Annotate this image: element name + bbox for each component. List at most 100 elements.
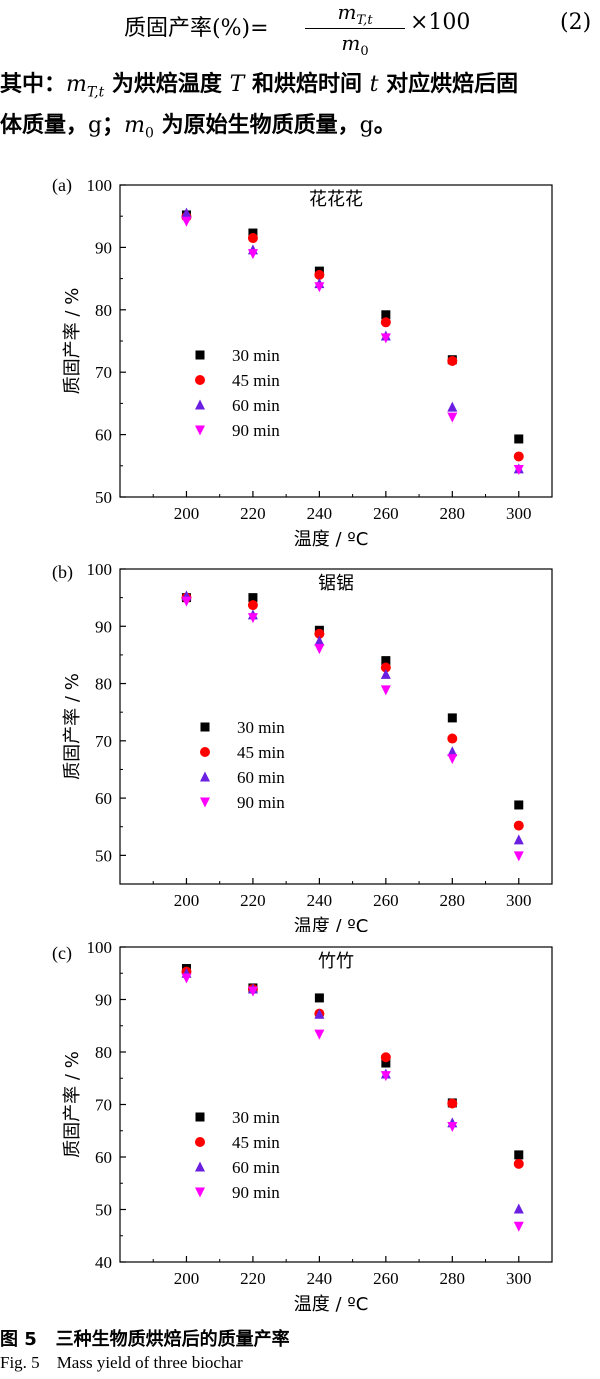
data-point-circle [380, 317, 391, 328]
y-tick-label: 100 [87, 176, 113, 195]
data-point-triangle-down [247, 249, 258, 260]
equation-lhs: 质固产率(%)= [124, 16, 269, 41]
data-point-triangle-up [513, 834, 524, 845]
x-tick-label: 300 [506, 1269, 532, 1288]
y-tick-label: 60 [95, 426, 112, 445]
data-point-square [514, 1150, 524, 1160]
data-point-circle [247, 233, 258, 244]
text-segment: 为烘焙温度 [111, 72, 222, 97]
text-segment: 和烘焙时间 [251, 72, 362, 97]
equation-numerator-sub: T,t [356, 13, 373, 28]
x-tick-label: 220 [240, 504, 266, 523]
data-point-square [381, 656, 391, 666]
data-point-triangle-down [314, 1029, 325, 1040]
caption-text: 三种生物质烘焙后的质量产率 [55, 1329, 290, 1350]
y-tick-label: 90 [95, 617, 112, 636]
data-point-triangle-down [247, 613, 258, 624]
legend-label: 30 min [237, 718, 285, 737]
figure-caption-en: Fig. 5 Mass yield of three biochar [0, 1353, 243, 1373]
data-point-circle [513, 1158, 524, 1169]
panel-label: (a) [52, 175, 72, 196]
data-point-circle [447, 733, 458, 744]
y-axis-label: 质固产率 / % [62, 673, 83, 780]
data-point-square [381, 310, 391, 320]
x-tick-label: 260 [373, 504, 399, 523]
y-tick-label: 90 [95, 238, 112, 257]
legend-label: 90 min [232, 421, 280, 440]
data-point-square [447, 713, 457, 723]
legend-marker-triangle-up [200, 771, 210, 782]
data-point-square [381, 1058, 391, 1068]
legend-label: 60 min [237, 768, 285, 787]
data-point-triangle-down [380, 685, 391, 696]
text-segment: 为原始生物质质量， [161, 113, 360, 139]
legend-label: 45 min [232, 371, 280, 390]
legend-label: 45 min [237, 743, 285, 762]
data-point-circle [380, 1052, 391, 1063]
legend-marker-triangle-up [195, 1161, 205, 1172]
data-point-circle [513, 820, 524, 831]
y-axis-label: 质固产率 / % [62, 288, 83, 395]
y-tick-label: 80 [95, 1043, 112, 1062]
x-tick-label: 240 [307, 504, 333, 523]
x-tick-label: 200 [174, 891, 200, 910]
y-tick-label: 70 [95, 732, 112, 751]
variable: m [124, 113, 145, 139]
x-tick-label: 280 [440, 504, 466, 523]
legend-label: 30 min [232, 1108, 280, 1127]
chart-b: 200 220 240 260 280 300 50 60 70 80 90 100 温度 / ºC 质固… [52, 560, 553, 932]
x-tick-label: 240 [307, 891, 333, 910]
text-segment: ； [102, 113, 125, 139]
x-tick-label: 240 [307, 1269, 333, 1288]
y-tick-label: 100 [87, 560, 113, 579]
y-tick-label: 50 [95, 488, 112, 507]
legend-marker-triangle-down [200, 797, 210, 808]
plot-frame [119, 568, 553, 885]
data-point-circle [447, 355, 458, 366]
data-point-circle [314, 628, 325, 639]
legend-label: 60 min [232, 1158, 280, 1177]
caption-label: Fig. 5 [0, 1353, 40, 1372]
panel-label: (c) [52, 943, 72, 964]
panel-title: 花花花 [309, 189, 363, 210]
y-tick-label: 50 [95, 846, 112, 865]
data-point-circle [513, 451, 524, 462]
x-tick-label: 260 [373, 891, 399, 910]
variable: m [66, 72, 87, 97]
equation-numerator: mT,t [337, 0, 373, 28]
data-point-triangle-down [314, 282, 325, 293]
equation-fraction: mT,t m0 [305, 0, 405, 59]
text-segment: 对应烘焙后固 [386, 72, 519, 97]
x-tick-label: 280 [440, 1269, 466, 1288]
panel-title: 竹竹 [318, 951, 354, 972]
x-axis-label: 温度 / ºC [294, 1294, 369, 1315]
legend-marker-square [200, 722, 210, 732]
data-point-triangle-down [447, 754, 458, 765]
y-tick-label: 60 [95, 1148, 112, 1167]
data-point-square [514, 434, 524, 444]
x-tick-label: 260 [373, 1269, 399, 1288]
variable: T [229, 72, 245, 97]
data-point-circle [380, 662, 391, 673]
data-point-triangle-up [314, 1008, 325, 1019]
data-point-triangle-down [247, 986, 258, 997]
legend-label: 30 min [232, 346, 280, 365]
unit: g [88, 113, 103, 139]
variable-subscript: T,t [86, 84, 105, 101]
chart-c: 200 220 240 260 280 300 40 50 60 70 80 90 100 温度 / ºC… [52, 938, 553, 1315]
data-point-square [314, 993, 324, 1003]
data-point-triangle-down [380, 333, 391, 344]
panel-title: 锯锯 [318, 573, 354, 594]
data-point-square [248, 593, 258, 603]
equation: 质固产率(%)= mT,t m0 ×100 (2) [0, 0, 600, 68]
y-tick-label: 80 [95, 301, 112, 320]
data-point-square [514, 800, 524, 810]
paragraph-line-2: 体质量，g；m0 为原始生物质质量，g。 [0, 109, 600, 150]
legend-label: 60 min [232, 396, 280, 415]
equation-number: (2) [560, 10, 592, 35]
legend-label: 90 min [237, 793, 285, 812]
x-tick-label: 300 [506, 504, 532, 523]
x-tick-label: 220 [240, 891, 266, 910]
y-tick-label: 80 [95, 675, 112, 694]
equation-denominator: m0 [341, 31, 369, 59]
